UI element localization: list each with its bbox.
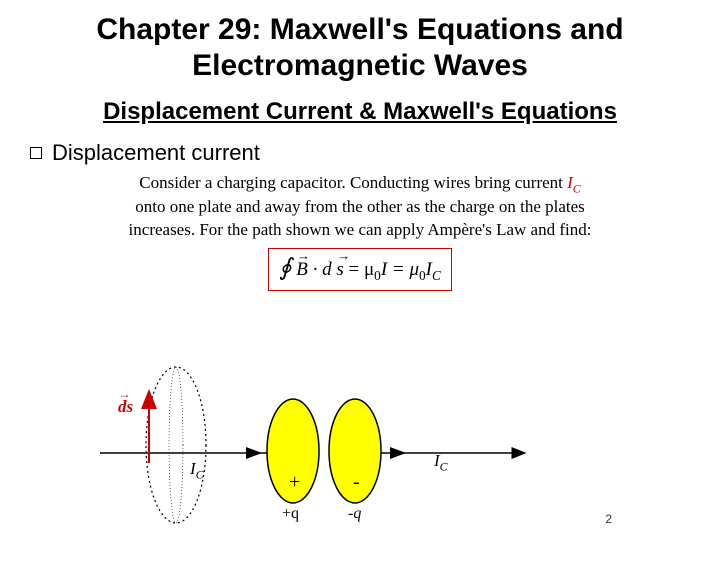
title-line-1: Chapter 29: Maxwell's Equations and — [96, 13, 623, 46]
amperian-loop — [146, 367, 206, 523]
para-seg1: Consider a charging capacitor. Conductin… — [139, 173, 567, 192]
ds-label: ds — [118, 397, 133, 417]
rhs-Ic: IC — [426, 259, 441, 280]
plus-q-label: +q — [282, 505, 299, 523]
page-number: 2 — [605, 512, 612, 526]
rhs-mu1: = μ — [349, 259, 375, 280]
ic-right-label: IC — [434, 451, 448, 474]
subtitle: Displacement Current & Maxwell's Equatio… — [0, 98, 720, 126]
amperian-loop-inner — [169, 367, 183, 523]
bullet-item: Displacement current — [0, 126, 720, 166]
plate-left-sign: + — [289, 471, 300, 494]
capacitor-diagram: ds IC IC + - +q -q — [0, 303, 720, 563]
ampere-formula: ∮ B · d s = μ0I = μ0IC — [268, 248, 452, 291]
title-line-2: Electromagnetic Waves — [192, 49, 528, 82]
formula-container: ∮ B · d s = μ0I = μ0IC — [0, 242, 720, 291]
minus-q-label: -q — [348, 505, 361, 523]
arrow-left-icon — [246, 447, 262, 459]
dot-d: · d — [313, 259, 337, 280]
content-paragraph: Consider a charging capacitor. Conductin… — [0, 166, 720, 242]
bullet-marker-icon — [30, 147, 42, 159]
plate-right-sign: - — [353, 471, 360, 494]
ic-left-label: IC — [190, 459, 204, 482]
diagram-svg — [0, 303, 720, 563]
para-seg2: onto one plate and away from the other a… — [129, 197, 592, 239]
page-title: Chapter 29: Maxwell's Equations and Elec… — [0, 0, 720, 88]
integral-symbol: ∮ — [279, 255, 291, 281]
ic-symbol: IC — [567, 173, 581, 192]
arrow-right-icon — [390, 447, 406, 459]
bullet-text: Displacement current — [52, 140, 260, 166]
rhs-I1: I = μ — [381, 259, 419, 280]
B-vector: B — [296, 259, 308, 281]
s-vector: s — [336, 259, 343, 281]
